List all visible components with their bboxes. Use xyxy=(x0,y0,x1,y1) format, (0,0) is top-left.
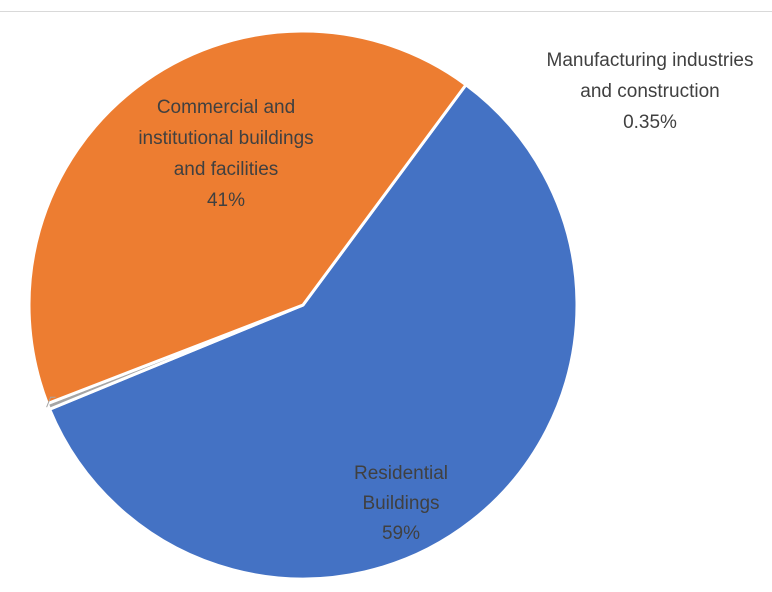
data-label-residential-buildings: Residential Buildings 59% xyxy=(354,463,448,544)
pie-slice-commercial-and-institutional-buildings-and-facilities xyxy=(27,29,469,406)
data-label-percent: 0.35% xyxy=(623,112,677,133)
data-label-line: and construction xyxy=(580,81,719,102)
data-label-commercial-and-institutional-buildings-and-facilities: Commercial and institutional buildings and… xyxy=(138,97,313,211)
data-label-percent: 41% xyxy=(207,190,245,211)
pie-slice-residential-buildings xyxy=(47,82,579,581)
data-labels: Residential Buildings 59% Manufacturing ind… xyxy=(138,50,753,544)
data-label-line: and facilities xyxy=(174,159,279,180)
data-label-percent: 59% xyxy=(382,523,420,544)
data-label-line: Commercial and xyxy=(157,97,295,118)
data-label-line: institutional buildings xyxy=(138,128,313,149)
data-label-line: Residential xyxy=(354,463,448,484)
leader-line xyxy=(46,396,56,408)
data-label-manufacturing-industries-and-construction: Manufacturing industries and construction… xyxy=(547,50,754,133)
pie-slices xyxy=(27,29,579,581)
data-label-line: Buildings xyxy=(362,493,439,514)
leader-lines xyxy=(46,396,56,408)
data-label-line: Manufacturing industries xyxy=(547,50,754,71)
